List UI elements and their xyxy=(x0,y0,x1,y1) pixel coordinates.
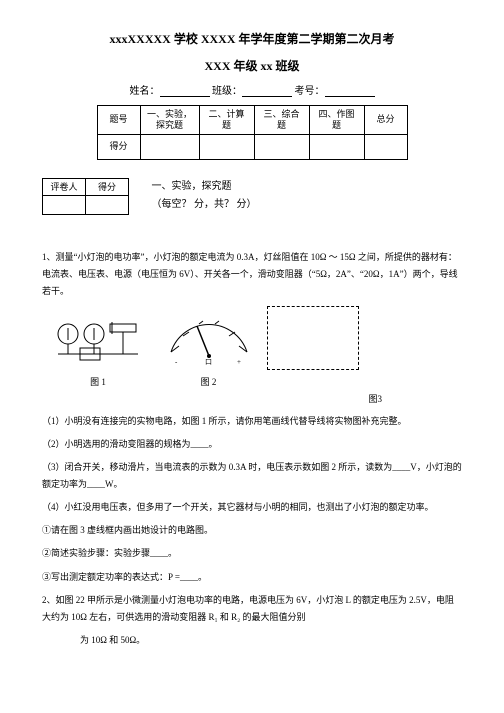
score-r2c6 xyxy=(364,134,407,159)
q1-p4: （4）小红没用电压表，但多用了一个开关，其它器材与小明的相同，也测出了小灯泡的额… xyxy=(42,499,462,516)
figure-2-svg: - 口 + xyxy=(159,306,259,372)
class-blank xyxy=(242,85,292,97)
class-label: 班级： xyxy=(212,86,242,97)
q2-tail: 为 10Ω 和 50Ω。 xyxy=(42,632,462,649)
figure-1-svg xyxy=(50,306,146,372)
q1-intro: 1、测量“小灯泡的电功率”，小灯泡的额定电流为 0.3A，灯丝阻值在 10Ω ～… xyxy=(42,249,462,300)
score-r2c4 xyxy=(254,134,309,159)
name-blank xyxy=(160,85,210,97)
q1-p2: （2）小明选用的滑动变阻器的规格为____。 xyxy=(42,436,462,453)
q2-intro: 2、如图 22 甲所示是小微测量小灯泡电功率的电路，电源电压为 6V，小灯泡 L… xyxy=(42,592,462,626)
score-h2: 一、实验， 探究题 xyxy=(140,106,199,135)
score-h3: 二、计算 题 xyxy=(199,106,254,135)
figures-row: 图 1 - 口 + 图 2 xyxy=(50,306,462,388)
grader-table: 评卷人 得分 xyxy=(42,178,129,215)
examno-label: 考号： xyxy=(295,86,325,97)
score-r2c5 xyxy=(309,134,364,159)
figure-1-caption: 图 1 xyxy=(50,375,146,388)
q1-p7: ③写出测定额定功率的表达式：P =____。 xyxy=(42,569,462,586)
q1-p1: （1）小明没有连接完的实物电路，如图 1 所示，请你用笔画线代替导线将实物图补充… xyxy=(42,413,462,430)
figure-3-box xyxy=(267,306,359,370)
score-h6: 总分 xyxy=(364,106,407,135)
exam-title: xxxXXXXX 学校 XXXX 年学年度第二学期第二次月考 xyxy=(42,30,462,47)
q1-p3: （3）闭合开关，移动滑片，当电流表的示数为 0.3A 时，电压表示数如图 2 所… xyxy=(42,459,462,493)
score-r2c3 xyxy=(199,134,254,159)
figure-3-caption: 图3 xyxy=(42,392,382,405)
figure-2-caption: 图 2 xyxy=(159,375,259,388)
grader-c2: 得分 xyxy=(86,178,129,195)
score-r2c2 xyxy=(140,134,199,159)
q1-p5: ①请在图 3 虚线框内画出她设计的电路图。 xyxy=(42,522,462,539)
svg-text:口: 口 xyxy=(205,358,212,366)
exam-subtitle: XXX 年级 xx 班级 xyxy=(42,57,462,74)
score-h4: 三、综合 题 xyxy=(254,106,309,135)
q1-p6: ②简述实验步骤：实验步骤____。 xyxy=(42,545,462,562)
score-h1: 题号 xyxy=(97,106,140,135)
section1-sub: （每空？ 分，共？ 分） xyxy=(152,196,257,214)
name-label: 姓名： xyxy=(130,86,160,97)
score-h5: 四、作图 题 xyxy=(309,106,364,135)
score-table: 题号 一、实验， 探究题 二、计算 题 三、综合 题 四、作图 题 总分 得分 xyxy=(97,105,408,160)
info-row: 姓名： 班级： 考号： xyxy=(42,82,462,97)
svg-text:-: - xyxy=(175,358,178,366)
grader-c1: 评卷人 xyxy=(43,178,86,195)
score-r2c1: 得分 xyxy=(97,134,140,159)
section1-title: 一、实验，探究题 xyxy=(152,178,257,196)
examno-blank xyxy=(325,85,375,97)
svg-text:+: + xyxy=(237,358,241,366)
